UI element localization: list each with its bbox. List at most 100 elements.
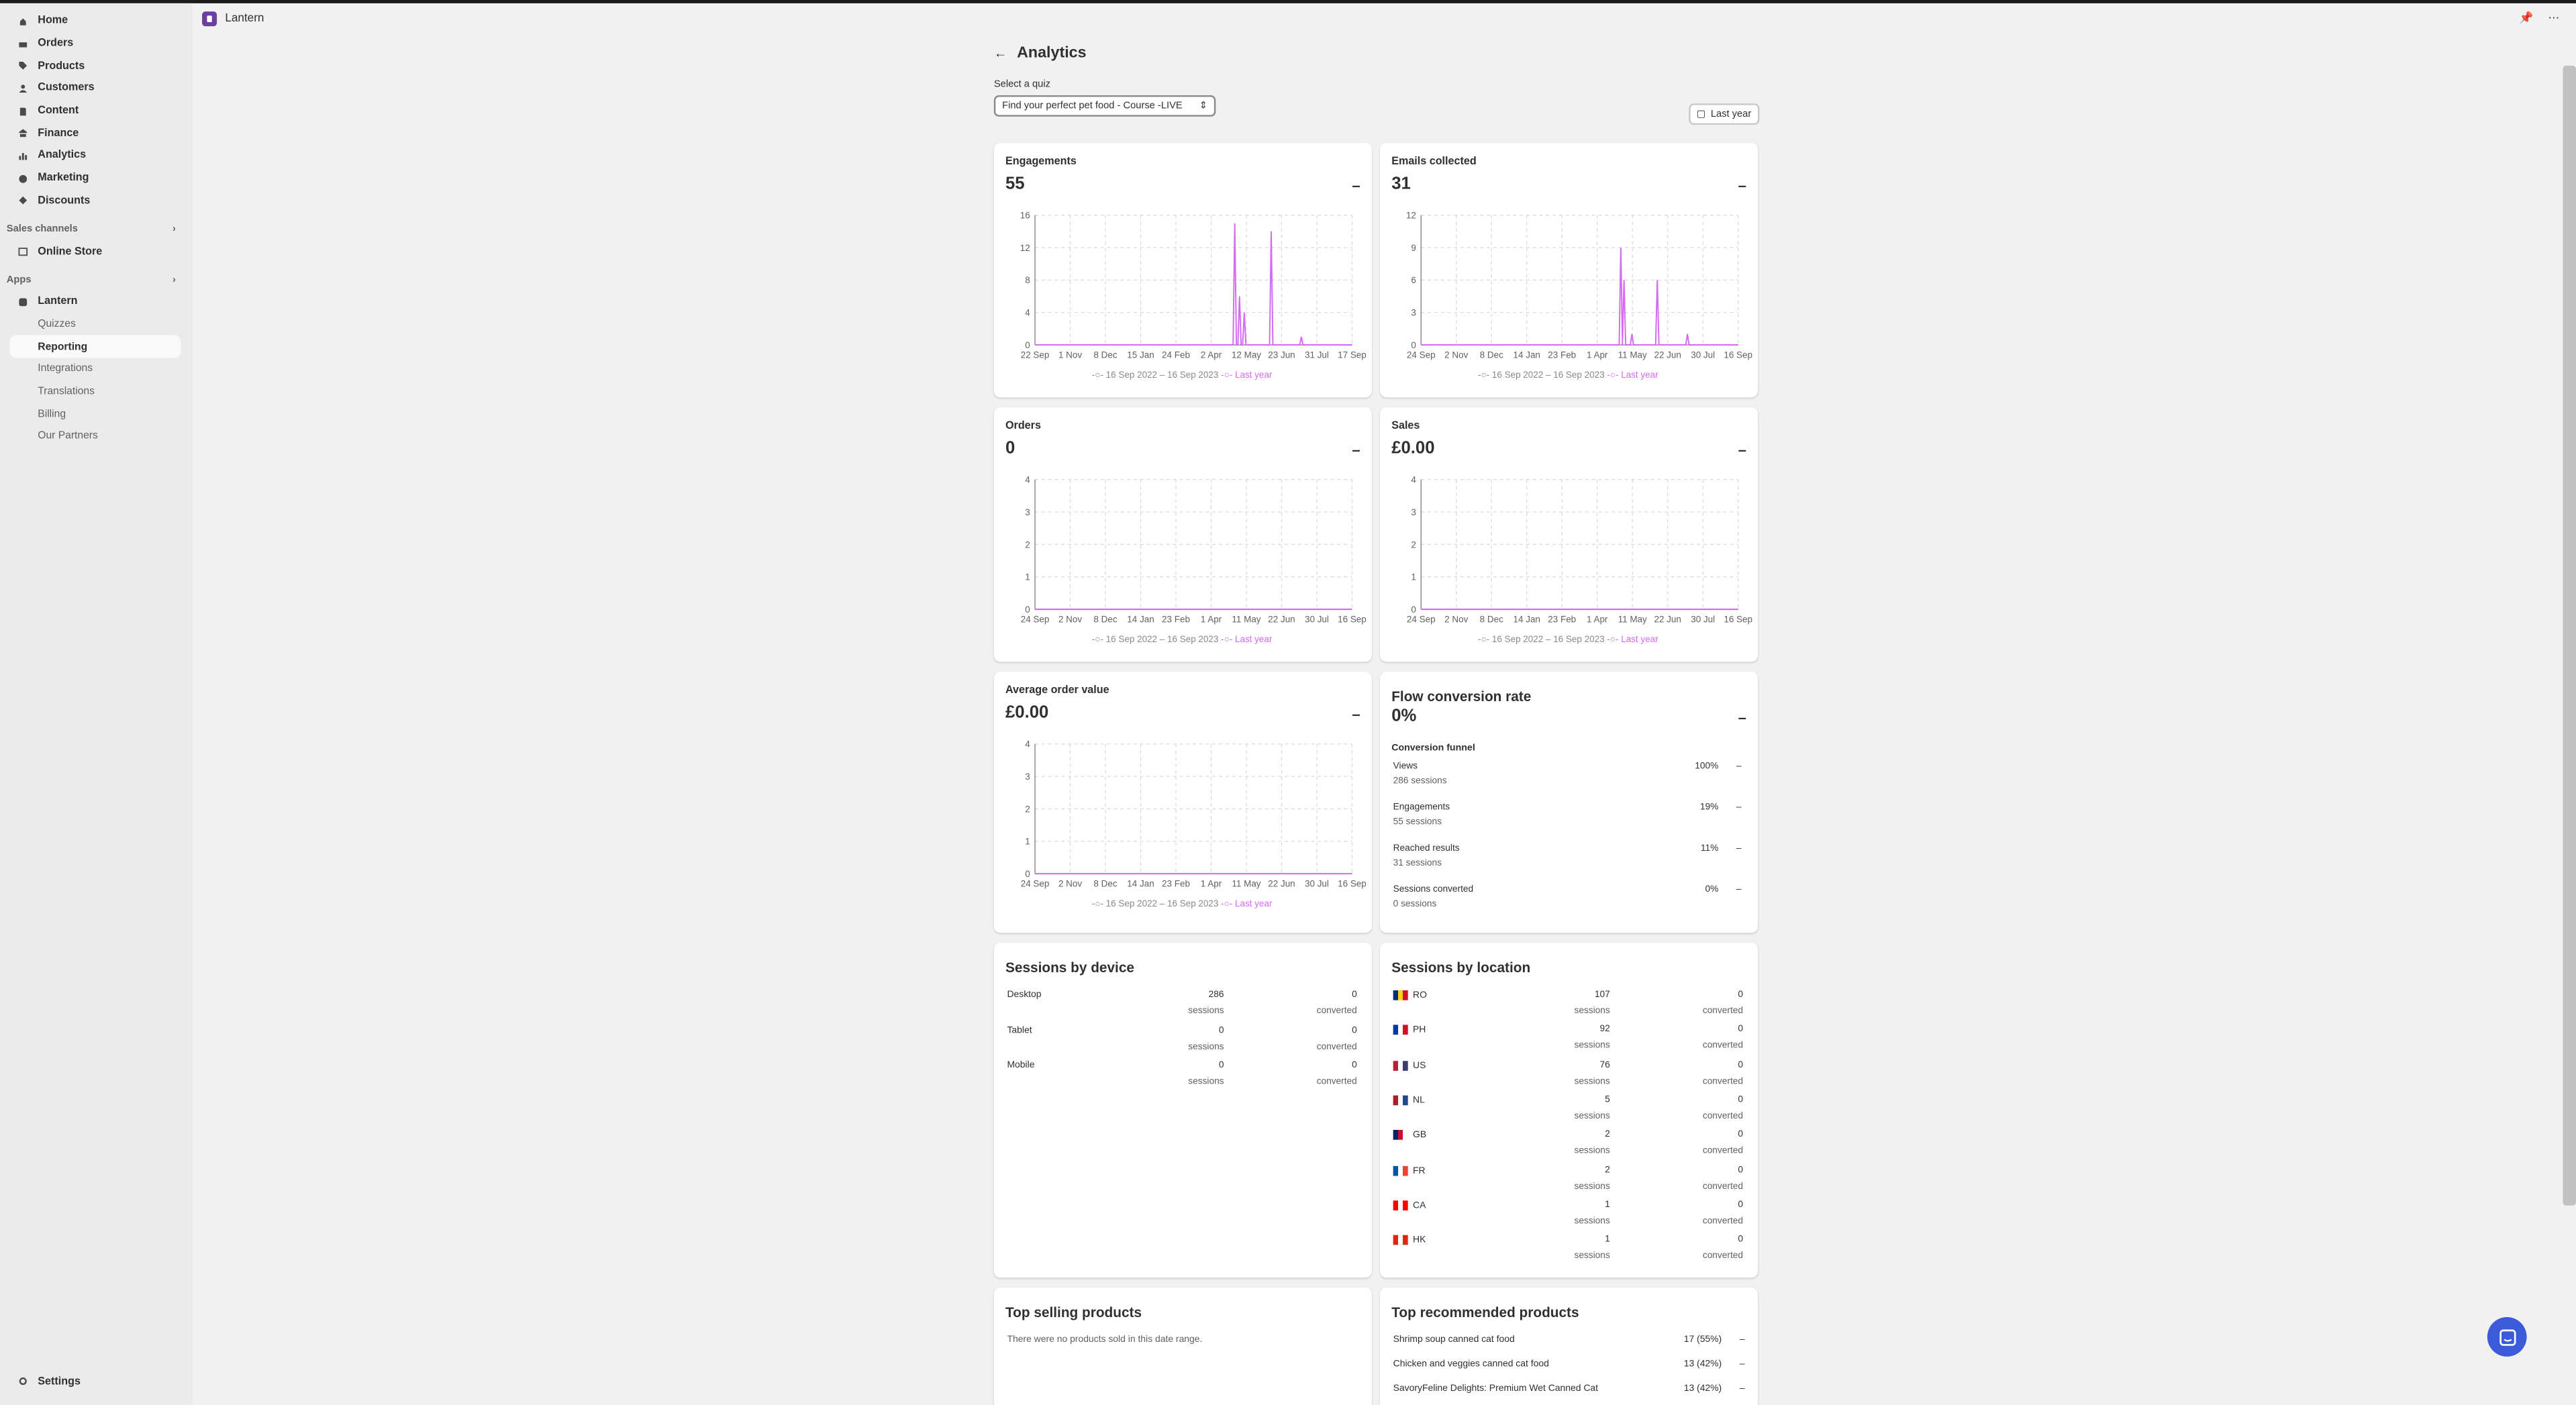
country-code: FR <box>1413 1165 1426 1176</box>
card-dash: – <box>1738 709 1746 726</box>
subnav-translations[interactable]: Translations <box>38 386 95 398</box>
funnel-dash: – <box>1736 844 1742 854</box>
nav-label: Discounts <box>38 195 91 207</box>
y-tick-label: 3 <box>1411 308 1416 318</box>
nav-label: Content <box>38 105 79 117</box>
main-content: ← Analytics Select a quiz Find your perfe… <box>993 33 1760 125</box>
y-tick-label: 0 <box>1411 340 1416 350</box>
nav-content[interactable]: Content <box>0 100 192 123</box>
card-title: Top selling products <box>1005 1304 1142 1320</box>
legend-current: -○- 16 Sep 2022 – 16 Sep 2023 <box>1478 371 1605 381</box>
x-tick-label: 22 Jun <box>1268 615 1295 625</box>
nav-marketing[interactable]: Marketing <box>0 167 192 190</box>
nav-lantern[interactable]: Lantern <box>0 291 192 313</box>
converted-count: 0 converted <box>1702 990 1744 1017</box>
nav-customers[interactable]: Customers <box>0 77 192 100</box>
y-tick-label: 6 <box>1411 275 1416 285</box>
sessions-count: 2 sessions <box>1574 1165 1610 1192</box>
funnel-row: Reached results 31 sessions 11% – <box>1393 844 1742 869</box>
sessions-count: 1 sessions <box>1574 1200 1610 1227</box>
funnel-percent: 0% <box>1705 885 1719 895</box>
nav-settings[interactable]: Settings <box>0 1370 81 1393</box>
pin-icon[interactable]: 📌 <box>2519 13 2534 25</box>
nav-analytics[interactable]: Analytics <box>0 145 192 168</box>
recommended-product-row: Shrimp soup canned cat food 17 (55%) – <box>1393 1335 1745 1345</box>
subnav-billing[interactable]: Billing <box>38 408 66 420</box>
nav-discounts[interactable]: Discounts <box>0 190 192 213</box>
location-row: US <box>1393 1060 1743 1071</box>
country-code: GB <box>1413 1131 1427 1141</box>
subnav-our-partners[interactable]: Our Partners <box>38 431 98 443</box>
nav-online-store[interactable]: Online Store <box>0 240 192 263</box>
x-tick-label: 16 Sep <box>1724 615 1752 625</box>
target-icon <box>18 174 28 184</box>
lantern-app-icon <box>18 297 28 307</box>
nav-finance[interactable]: Finance <box>0 122 192 145</box>
nav-home[interactable]: Home <box>0 10 192 33</box>
flag-gb-icon <box>1393 1130 1408 1141</box>
nav-orders[interactable]: Orders <box>0 32 192 55</box>
legend-previous: -○- Last year <box>1607 635 1658 645</box>
x-tick-label: 24 Feb <box>1162 350 1190 360</box>
y-tick-label: 0 <box>1411 605 1416 615</box>
country-code: RO <box>1413 991 1427 1001</box>
date-range-button[interactable]: ▢ Last year <box>1688 103 1760 125</box>
country-code: HK <box>1413 1236 1426 1246</box>
apps-label: Apps <box>6 275 32 286</box>
funnel-row: Engagements 55 sessions 19% – <box>1393 803 1742 828</box>
x-tick-label: 1 Apr <box>1201 615 1222 625</box>
sessions-count: 0 sessions <box>1188 1061 1224 1088</box>
back-arrow-icon[interactable]: ← <box>993 46 1007 61</box>
funnel-sessions: 55 sessions <box>1393 817 1442 828</box>
y-tick-label: 4 <box>1025 308 1030 318</box>
x-tick-label: 30 Jul <box>1305 615 1329 625</box>
country-code: NL <box>1413 1096 1425 1106</box>
y-tick-label: 1 <box>1025 837 1030 847</box>
subnav-quizzes[interactable]: Quizzes <box>38 318 76 330</box>
select-chevron-icon: ⇕ <box>1199 101 1208 112</box>
y-tick-label: 3 <box>1025 772 1030 782</box>
page-title: Analytics <box>1017 44 1087 63</box>
more-icon[interactable]: ⋯ <box>2548 13 2560 25</box>
x-tick-label: 8 Dec <box>1480 615 1503 625</box>
y-tick-label: 4 <box>1025 739 1030 749</box>
apps-header[interactable]: Apps › <box>0 271 192 291</box>
funnel-sessions: 31 sessions <box>1393 859 1442 869</box>
lantern-logo-icon <box>202 10 217 25</box>
x-tick-label: 23 Feb <box>1548 350 1576 360</box>
legend-previous: -○- Last year <box>1221 900 1273 910</box>
chat-button[interactable] <box>2487 1317 2527 1357</box>
x-tick-label: 2 Apr <box>1201 350 1222 360</box>
card-dash: – <box>1352 177 1360 194</box>
sessions-count: 92 sessions <box>1574 1025 1610 1052</box>
location-row: NL <box>1393 1095 1743 1106</box>
recommended-product-row: Chicken and veggies canned cat food 13 (4… <box>1393 1360 1745 1370</box>
y-tick-label: 2 <box>1025 804 1030 814</box>
engagements-chart: 0 4 8 12 16 22 Sep 1 Nov 8 Dec 15 Jan 24 Feb 2 Apr… <box>1020 211 1367 360</box>
x-tick-label: 14 Jan <box>1127 879 1154 889</box>
card-title: Engagements <box>1005 156 1077 168</box>
country-code: CA <box>1413 1200 1426 1211</box>
app-title: Lantern <box>225 12 264 24</box>
nav-label: Home <box>38 15 68 28</box>
quiz-select[interactable]: Find your perfect pet food - Course -LIV… <box>993 95 1216 117</box>
nav-products[interactable]: Products <box>0 55 192 78</box>
sales-channels-header[interactable]: Sales channels › <box>0 220 192 240</box>
scrollbar[interactable] <box>2563 65 2576 1206</box>
legend-previous: -○- Last year <box>1221 635 1273 645</box>
top-selling-card: Top selling products There were no produ… <box>993 1287 1372 1405</box>
flag-nl-icon <box>1393 1095 1408 1106</box>
funnel-sessions: 286 sessions <box>1393 776 1447 787</box>
subnav-reporting[interactable]: Reporting <box>9 335 181 358</box>
subnav-integrations[interactable]: Integrations <box>38 363 93 375</box>
document-icon <box>18 106 28 116</box>
card-dash: – <box>1738 441 1746 458</box>
x-tick-label: 2 Nov <box>1058 879 1082 889</box>
emails-card: Emails collected 31 – 0 3 6 9 12 24 Sep 2 Nov 8… <box>1380 142 1758 398</box>
card-title: Orders <box>1005 420 1041 432</box>
nav-label: Products <box>38 60 85 72</box>
funnel-dash: – <box>1736 885 1742 895</box>
card-dash: – <box>1352 441 1360 458</box>
x-tick-label: 24 Sep <box>1021 615 1050 625</box>
chart-legend: -○- 16 Sep 2022 – 16 Sep 2023 -○- Last y… <box>994 371 1371 381</box>
